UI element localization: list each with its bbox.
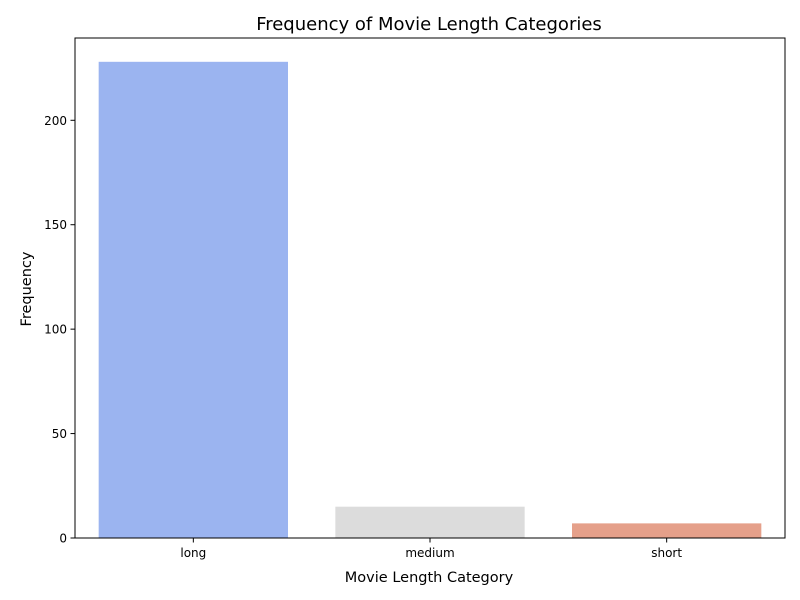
y-tick-label-50: 50 bbox=[52, 427, 67, 441]
bar-short bbox=[572, 523, 762, 538]
y-tick-label-150: 150 bbox=[44, 218, 67, 232]
chart-title: Frequency of Movie Length Categories bbox=[256, 14, 602, 35]
y-axis-label: Frequency bbox=[19, 251, 35, 326]
x-tick-label-long: long bbox=[180, 546, 206, 560]
y-tick-label-200: 200 bbox=[44, 114, 67, 128]
y-tick-label-100: 100 bbox=[44, 323, 67, 337]
x-tick-label-short: short bbox=[651, 546, 682, 560]
bar-long bbox=[98, 61, 289, 539]
x-tick-label-medium: medium bbox=[405, 546, 454, 560]
axes-frame bbox=[74, 37, 786, 539]
plot-area: long medium short 0 50 100 150 200 bbox=[44, 37, 786, 560]
y-tick-label-0: 0 bbox=[59, 532, 67, 546]
bar-medium bbox=[335, 506, 525, 538]
x-axis-label: Movie Length Category bbox=[345, 570, 514, 586]
